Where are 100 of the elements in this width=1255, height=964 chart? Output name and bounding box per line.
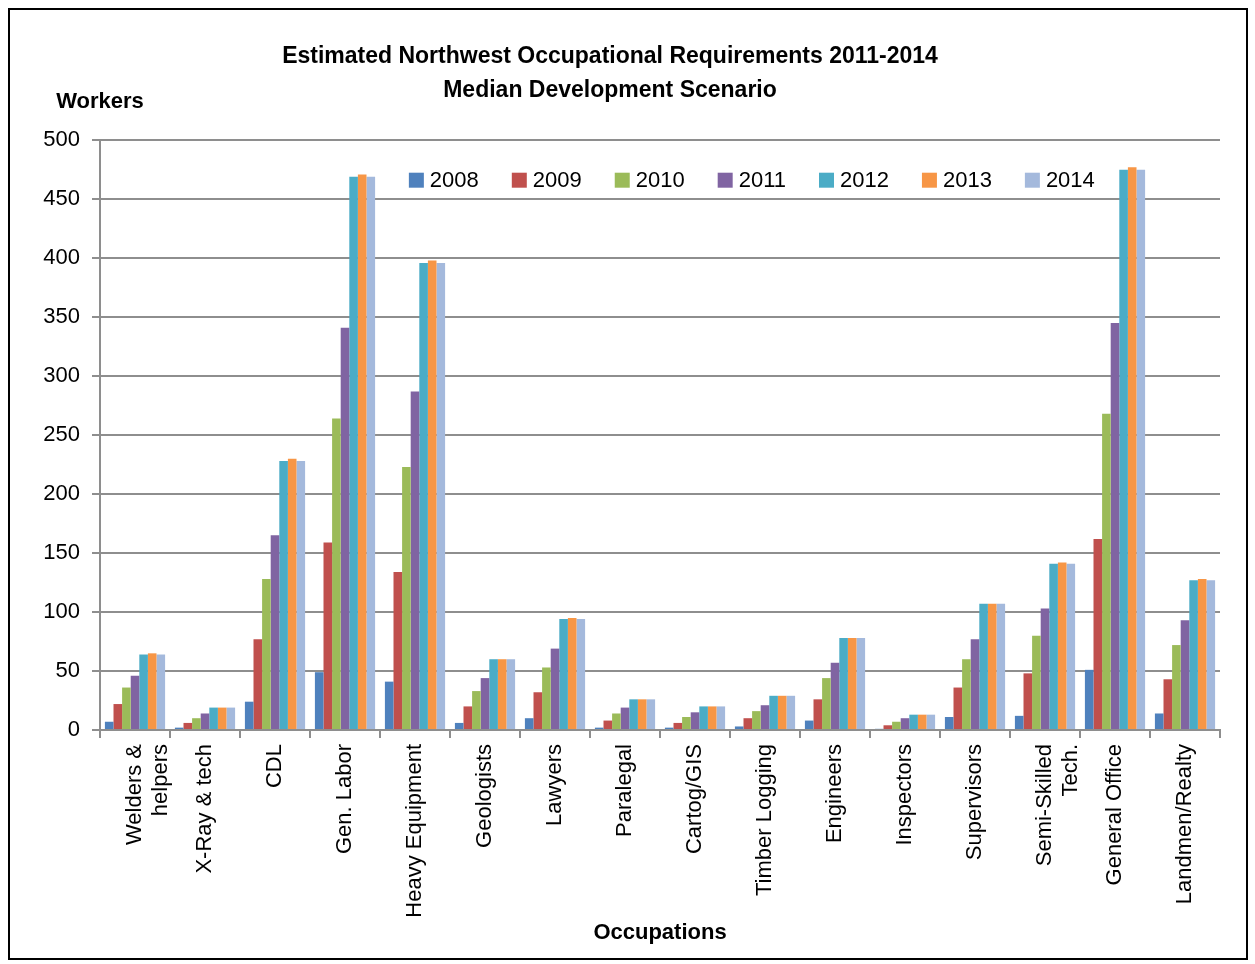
bar xyxy=(629,699,638,729)
bar xyxy=(559,619,568,729)
bar xyxy=(1136,169,1146,729)
bar xyxy=(847,637,857,729)
bar xyxy=(454,722,464,729)
bar xyxy=(393,571,403,729)
x-tick-label: Heavy Equipment xyxy=(401,744,427,918)
x-tick-label: X-Ray & tech xyxy=(191,744,217,874)
x-tick-label: Engineers xyxy=(821,744,847,844)
x-tick-label: Geologists xyxy=(471,744,497,848)
bar xyxy=(682,717,691,729)
bar xyxy=(620,707,630,729)
bar xyxy=(690,712,700,729)
y-tick-label: 500 xyxy=(43,126,80,152)
bar xyxy=(962,659,971,729)
legend-label: 2012 xyxy=(839,167,889,193)
y-tick-label: 100 xyxy=(43,598,80,624)
bar xyxy=(839,637,848,729)
bar xyxy=(917,714,927,729)
bar xyxy=(410,391,420,729)
bar xyxy=(813,699,823,729)
bar xyxy=(314,672,324,729)
bar xyxy=(139,654,148,729)
bar xyxy=(637,699,647,729)
legend-label: 2008 xyxy=(429,167,479,193)
bar xyxy=(200,713,210,729)
bar xyxy=(699,706,708,729)
bar xyxy=(1032,635,1041,729)
bar xyxy=(752,711,761,729)
bar xyxy=(734,726,744,729)
bar xyxy=(926,714,936,729)
bar xyxy=(1172,645,1181,729)
x-tick-label: Gen. Labor xyxy=(331,744,357,855)
bar xyxy=(192,718,201,729)
bar xyxy=(944,717,954,729)
bar xyxy=(349,176,358,729)
bar xyxy=(777,695,787,729)
x-axis-title: Occupations xyxy=(593,919,727,945)
bar xyxy=(296,461,306,729)
legend-label: 2013 xyxy=(942,167,992,193)
bar xyxy=(979,603,988,729)
bar xyxy=(533,692,543,729)
bar xyxy=(436,262,446,729)
bar xyxy=(1163,679,1173,729)
bar xyxy=(830,662,840,729)
bar xyxy=(357,174,367,729)
bar xyxy=(883,725,893,729)
legend-label: 2009 xyxy=(532,167,582,193)
bar xyxy=(786,695,796,729)
bar xyxy=(323,542,333,729)
bar xyxy=(1189,580,1198,729)
bar xyxy=(419,262,428,729)
y-tick-label: 300 xyxy=(43,362,80,388)
x-tick-label: Supervisors xyxy=(961,744,987,861)
bar xyxy=(506,659,516,729)
y-tick-label: 0 xyxy=(67,716,80,742)
y-tick-label: 200 xyxy=(43,480,80,506)
bar xyxy=(122,687,131,729)
bar xyxy=(550,648,560,729)
bar xyxy=(183,722,193,729)
bar xyxy=(209,707,218,729)
bar xyxy=(217,707,227,729)
bar xyxy=(900,718,910,729)
bar xyxy=(1127,167,1137,729)
x-tick-label: Semi-Skilled Tech. xyxy=(1031,744,1083,867)
bar xyxy=(804,720,814,729)
x-tick-label: General Office xyxy=(1101,744,1127,886)
bar xyxy=(542,667,551,729)
bar xyxy=(1197,579,1207,729)
bar xyxy=(262,579,271,729)
bar xyxy=(987,603,997,729)
chart-title: Estimated Northwest Occupational Requirements 2011-2014 xyxy=(282,42,939,69)
y-axis-title: Workers xyxy=(56,88,144,114)
bar xyxy=(892,721,901,729)
bar xyxy=(1084,669,1094,729)
bar xyxy=(612,713,621,729)
bar xyxy=(287,458,297,729)
bar xyxy=(156,654,166,729)
y-tick-label: 150 xyxy=(43,539,80,565)
bar xyxy=(366,176,376,729)
y-tick-label: 400 xyxy=(43,244,80,270)
x-tick-label: Paralegal xyxy=(611,744,637,837)
bar xyxy=(953,687,963,729)
bar xyxy=(226,707,236,729)
bar xyxy=(576,619,586,729)
bar xyxy=(909,714,918,729)
bar xyxy=(1093,538,1103,729)
bar xyxy=(707,706,717,729)
x-tick-label: Cartog/GIS xyxy=(681,744,707,855)
bar xyxy=(760,705,770,729)
y-tick-label: 50 xyxy=(55,657,80,683)
bar xyxy=(402,466,411,729)
bar xyxy=(244,701,254,729)
bar xyxy=(472,691,481,729)
bar xyxy=(497,659,507,729)
bar xyxy=(130,675,140,729)
bar xyxy=(384,681,394,729)
bar xyxy=(463,706,473,729)
bar xyxy=(996,603,1006,729)
legend-label: 2010 xyxy=(635,167,685,193)
